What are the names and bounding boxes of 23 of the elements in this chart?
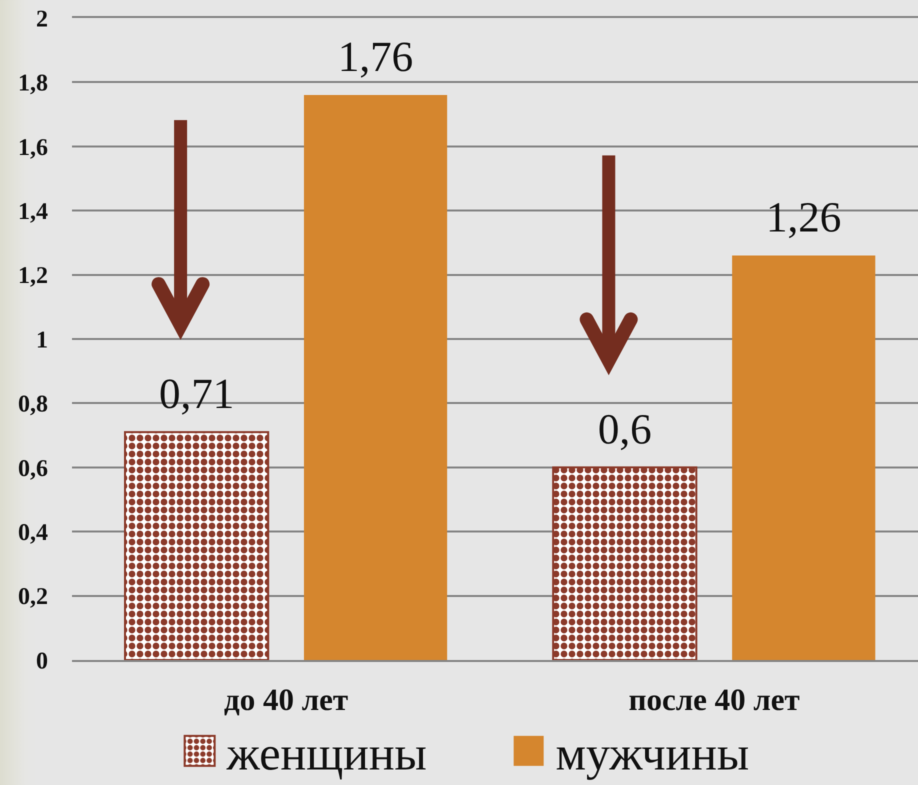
x-tick-label: до 40 лет — [224, 682, 348, 718]
data-label: 0,71 — [158, 371, 234, 418]
y-tick-label: 1,2 — [18, 263, 48, 290]
y-tick-label: 0,4 — [18, 520, 48, 546]
legend-label: мужчины — [556, 728, 750, 781]
series-label: женщины — [226, 728, 427, 781]
y-tick-label: 0,6 — [18, 456, 48, 482]
y-tick-label: 0 — [36, 648, 48, 674]
bar — [732, 256, 876, 660]
y-tick-label: 1,4 — [18, 199, 48, 225]
y-tick-label: 1,8 — [18, 70, 48, 97]
y-tick-label: 0,8 — [18, 392, 48, 418]
y-tick-label: 0,2 — [18, 584, 48, 610]
y-tick-label: 1 — [36, 327, 48, 354]
data-label: 1,76 — [338, 34, 414, 82]
y-tick-label: 2 — [36, 6, 48, 32]
data-label: 0,6 — [598, 406, 652, 454]
y-tick-label: 1,6 — [18, 134, 48, 161]
x-tick-label: после 40 лет — [628, 682, 800, 718]
bar — [124, 431, 270, 660]
bar — [552, 466, 698, 660]
bar — [304, 95, 448, 660]
data-label: 1,26 — [766, 194, 842, 242]
